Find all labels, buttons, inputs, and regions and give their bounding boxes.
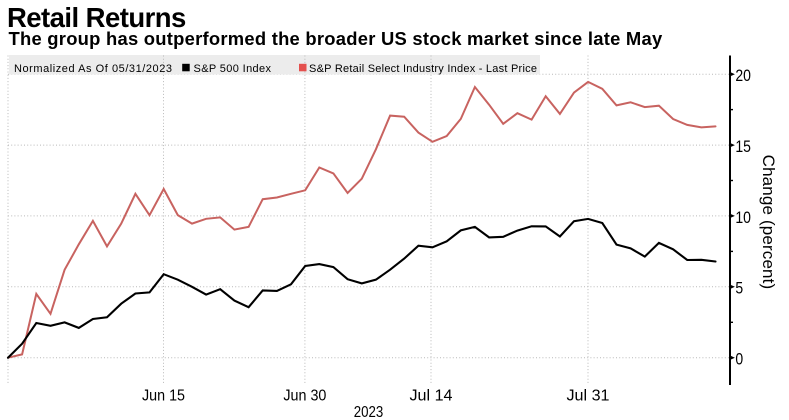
svg-text:Jul 14: Jul 14	[410, 387, 453, 404]
svg-text:S&P Retail Select Industry Ind: S&P Retail Select Industry Index - Last …	[309, 63, 537, 75]
svg-text:Change (percent): Change (percent)	[759, 155, 778, 290]
svg-text:S&P 500 Index: S&P 500 Index	[194, 63, 272, 75]
svg-text:Jun 30: Jun 30	[283, 387, 326, 404]
svg-text:Jun 15: Jun 15	[142, 387, 185, 404]
svg-text:Jul 31: Jul 31	[567, 387, 610, 404]
svg-text:15: 15	[735, 138, 751, 156]
svg-text:Normalized As Of 05/31/2023: Normalized As Of 05/31/2023	[14, 63, 172, 75]
svg-text:5: 5	[735, 280, 743, 298]
svg-text:20: 20	[735, 67, 751, 85]
svg-text:10: 10	[735, 209, 751, 227]
svg-text:0: 0	[735, 351, 743, 369]
svg-text:2023: 2023	[354, 404, 384, 420]
